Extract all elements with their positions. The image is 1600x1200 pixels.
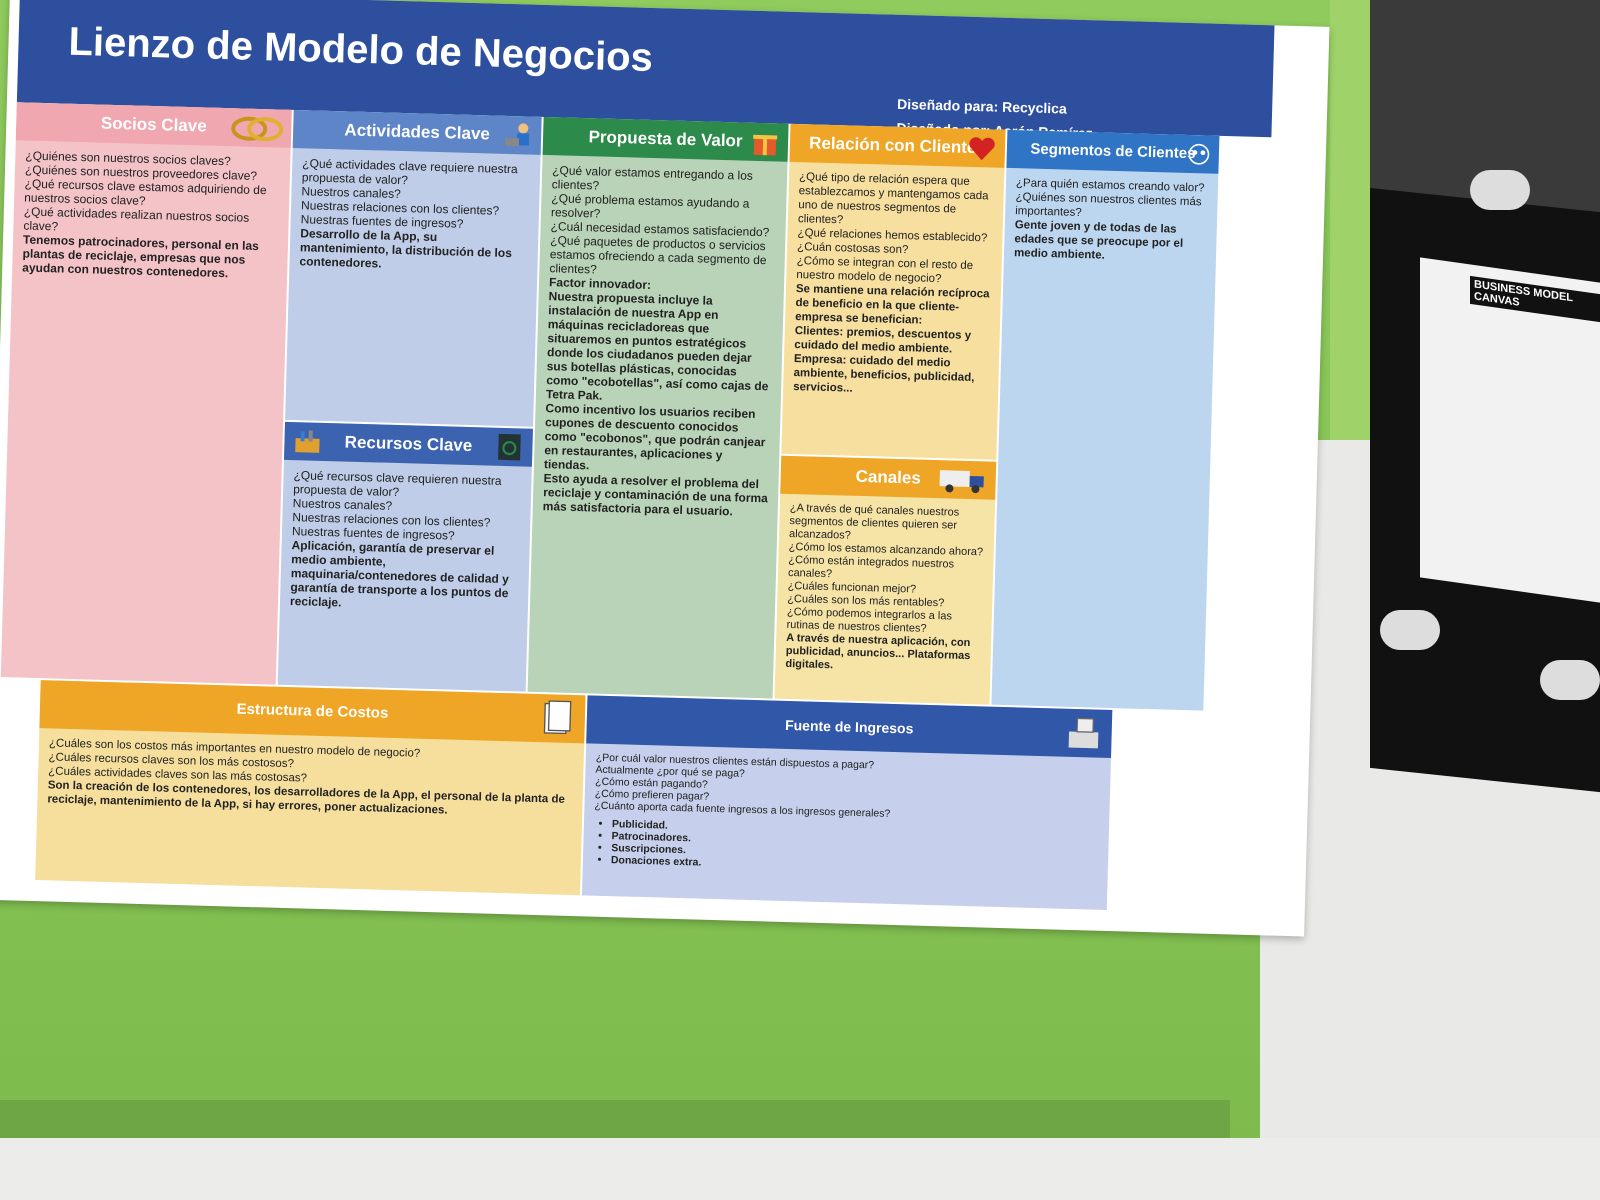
- propuesta-a2: Nuestra propuesta incluye la instalación…: [545, 289, 769, 403]
- propuesta-valor-title: Propuesta de Valor: [588, 127, 743, 151]
- heart-icon: [969, 137, 995, 161]
- controller-sticker-icon: [1380, 610, 1440, 650]
- propuesta-valor-block: Propuesta de Valor ¿Qué valor estamos en…: [527, 116, 789, 699]
- segmentos-clientes-title: Segmentos de Clientes: [1030, 140, 1196, 163]
- canales-q1: ¿A través de qué canales nuestros segmen…: [788, 501, 960, 542]
- ingresos-list: Publicidad. Patrocinadores. Suscripcione…: [593, 818, 1099, 880]
- actividades-answer: Desarrollo de la App, su mantenimiento, …: [299, 226, 513, 271]
- relacion-a3: Empresa: cuidado del medio ambiente, ben…: [793, 353, 975, 395]
- socios-clave-block: Socios Clave ¿Quiénes son nuestros socio…: [0, 102, 292, 685]
- people-group-icon: [1188, 143, 1210, 165]
- propuesta-a4: Esto ayuda a resolver el problema del re…: [542, 471, 769, 519]
- tools-box-icon: [295, 430, 320, 453]
- segmentos-answer: Gente joven y de todas de las edades que…: [1013, 219, 1184, 262]
- estructura-costos-title: Estructura de Costos: [236, 700, 389, 722]
- relacion-clientes-block: Relación con Clientes ¿Qué tipo de relac…: [781, 123, 1006, 460]
- relacion-clientes-title: Relación con Clientes: [808, 133, 987, 158]
- actividades-clave-title: Actividades Clave: [344, 120, 491, 144]
- actividades-clave-block: Actividades Clave ¿Qué actividades clave…: [285, 109, 542, 427]
- recycle-bin-icon: [498, 433, 521, 461]
- designed-for: Diseñado para: Recyclica: [896, 95, 1067, 117]
- rings-icon: [231, 116, 284, 142]
- fuente-ingresos-header: Fuente de Ingresos: [586, 695, 1113, 759]
- actividades-clave-header: Actividades Clave: [292, 109, 542, 155]
- segmentos-clientes-block: Segmentos de Clientes ¿Para quién estamo…: [991, 129, 1220, 711]
- recursos-clave-title: Recursos Clave: [344, 432, 473, 456]
- documents-icon: [543, 700, 572, 735]
- controller-sticker-icon: [1540, 660, 1600, 700]
- propuesta-valor-header: Propuesta de Valor: [542, 116, 789, 162]
- poster-title: Lienzo de Modelo de Negocios: [67, 19, 654, 80]
- recursos-clave-header: Recursos Clave: [283, 421, 533, 467]
- canales-block: Canales ¿A través de qué canales nuestro…: [774, 455, 997, 705]
- relacion-clientes-header: Relación con Clientes: [789, 123, 1006, 168]
- gift-icon: [753, 134, 778, 156]
- socios-clave-title: Socios Clave: [100, 113, 207, 136]
- canales-title: Canales: [855, 466, 922, 488]
- propuesta-q4: ¿Qué paquetes de productos o servicios e…: [549, 233, 767, 277]
- estructura-costos-block: Estructura de Costos ¿Cuáles son los cos…: [35, 680, 586, 896]
- canales-answer: A través de nuestra aplicación, con publ…: [785, 631, 971, 672]
- estructura-costos-header: Estructura de Costos: [39, 680, 586, 744]
- socios-clave-header: Socios Clave: [15, 102, 292, 148]
- business-model-canvas-poster: Lienzo de Modelo de Negocios Diseñado pa…: [0, 0, 1329, 937]
- cash-register-icon: [1068, 717, 1099, 749]
- propuesta-a3: Como incentivo los usuarios reciben cupo…: [543, 401, 766, 473]
- relacion-q1: ¿Qué tipo de relación espera que estable…: [797, 171, 989, 227]
- floor: [0, 1138, 1600, 1200]
- green-box-shadow: [0, 1100, 1230, 1140]
- delivery-truck-icon: [939, 470, 984, 494]
- relacion-a1: Se mantiene una relación recíproca de be…: [795, 283, 990, 327]
- recursos-answer: Aplicación, garantía de preservar el med…: [289, 538, 510, 610]
- fuente-ingresos-title: Fuente de Ingresos: [784, 716, 914, 737]
- canales-header: Canales: [780, 455, 997, 500]
- segmentos-clientes-header: Segmentos de Clientes: [1006, 129, 1220, 174]
- worker-laptop-icon: [504, 123, 530, 147]
- controller-sticker-icon: [1470, 170, 1530, 210]
- recursos-clave-block: Recursos Clave ¿Qué recursos clave requi…: [277, 421, 533, 692]
- socios-answer: Tenemos patrocinadores, personal en las …: [22, 232, 260, 281]
- fuente-ingresos-block: Fuente de Ingresos ¿Por cuál valor nuest…: [581, 695, 1113, 910]
